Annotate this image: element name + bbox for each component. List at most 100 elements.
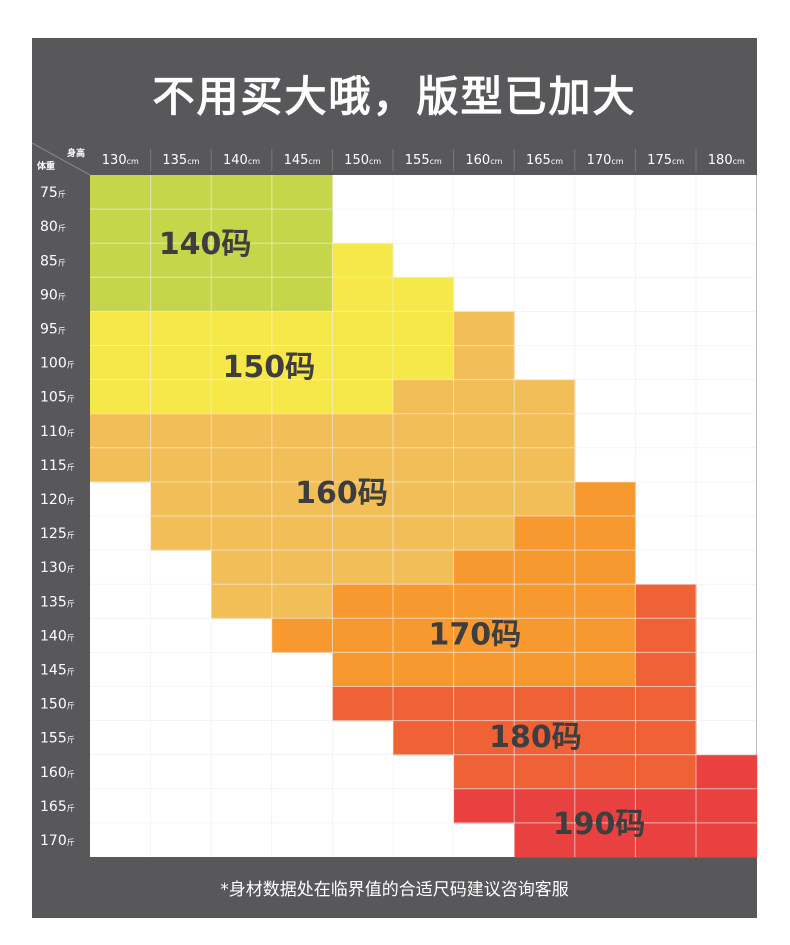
- size-cell-190码: [453, 788, 515, 824]
- size-cell-160码: [271, 447, 333, 483]
- size-cell-160码: [393, 516, 455, 551]
- corner-divider: [32, 143, 90, 175]
- size-cell-160码: [332, 413, 394, 449]
- y-tick-label: 75斤: [40, 185, 66, 201]
- y-tick-unit: 斤: [67, 598, 75, 608]
- size-cell-140码: [211, 243, 273, 278]
- size-cell-150码: [332, 345, 394, 381]
- size-cell-150码: [332, 379, 394, 415]
- size-cell-160码: [453, 447, 515, 483]
- size-cell-170码: [514, 618, 576, 653]
- size-cell-160码: [211, 516, 273, 551]
- size-cell-170码: [271, 618, 333, 653]
- x-tick-unit: cm: [308, 157, 320, 166]
- size-cell-160码: [90, 447, 152, 483]
- size-cell-150码: [393, 277, 455, 312]
- size-cell-170码: [574, 481, 636, 517]
- size-cell-140码: [90, 243, 152, 278]
- size-cell-190码: [635, 822, 697, 858]
- size-cell-140码: [90, 175, 152, 210]
- size-cell-170码: [332, 652, 394, 688]
- size-cell-180码: [514, 754, 576, 790]
- x-tick-unit: cm: [127, 157, 139, 166]
- x-tick-unit: cm: [430, 157, 442, 166]
- size-zone-label: 190码: [553, 807, 646, 842]
- size-cell-160码: [332, 550, 394, 585]
- y-tick-unit: 斤: [58, 291, 66, 301]
- size-cell-180码: [332, 686, 394, 722]
- size-cell-150码: [211, 345, 273, 381]
- x-tick-label: 145cm: [284, 153, 321, 168]
- size-cell-170码: [574, 584, 636, 619]
- x-tick-unit: cm: [733, 157, 745, 166]
- size-zone-label: 170码: [428, 618, 521, 653]
- y-tick-unit: 斤: [67, 632, 75, 642]
- size-cell-140码: [271, 243, 333, 278]
- size-cell-160码: [514, 447, 576, 483]
- size-cell-140码: [90, 277, 152, 312]
- size-cell-190码: [574, 822, 636, 858]
- y-tick-label: 160斤: [40, 765, 75, 781]
- size-cell-170码: [332, 584, 394, 619]
- size-cell-150码: [90, 345, 152, 381]
- size-cell-160码: [514, 481, 576, 517]
- y-tick-label: 90斤: [40, 287, 66, 303]
- size-cell-160码: [150, 413, 212, 449]
- size-cell-180码: [514, 686, 576, 722]
- x-tick-unit: cm: [551, 157, 563, 166]
- size-cell-170码: [574, 618, 636, 653]
- size-cell-170码: [574, 652, 636, 688]
- size-cell-160码: [453, 481, 515, 517]
- size-cell-160码: [271, 413, 333, 449]
- size-cell-160码: [453, 379, 515, 415]
- y-tick-unit: 斤: [67, 803, 75, 813]
- x-tick-label: 130cm: [102, 153, 139, 168]
- size-cell-160码: [271, 516, 333, 551]
- size-cell-180码: [393, 686, 455, 722]
- y-tick-unit: 斤: [67, 496, 75, 506]
- size-cell-160码: [211, 447, 273, 483]
- y-tick-label: 95斤: [40, 321, 66, 337]
- size-zone-label: 150码: [222, 350, 315, 385]
- y-tick-unit: 斤: [67, 701, 75, 711]
- size-cell-160码: [393, 550, 455, 585]
- footer-note: *身材数据处在临界值的合适尺码建议咨询客服: [220, 880, 569, 900]
- y-tick-unit: 斤: [67, 666, 75, 676]
- size-cell-140码: [211, 175, 273, 210]
- size-cell-140码: [150, 175, 212, 210]
- size-cell-170码: [574, 550, 636, 585]
- x-tick-label: 165cm: [526, 153, 563, 168]
- size-cell-160码: [211, 550, 273, 585]
- y-tick-label: 130斤: [40, 560, 75, 576]
- size-cell-190码: [696, 822, 758, 858]
- size-cell-180码: [453, 686, 515, 722]
- size-cell-160码: [332, 516, 394, 551]
- size-cell-160码: [271, 481, 333, 517]
- size-cell-160码: [211, 413, 273, 449]
- size-cell-140码: [211, 277, 273, 312]
- y-tick-unit: 斤: [67, 735, 75, 745]
- size-cell-170码: [514, 516, 576, 551]
- x-tick-label: 160cm: [465, 153, 502, 168]
- size-cell-160码: [453, 516, 515, 551]
- size-cell-170码: [453, 652, 515, 688]
- size-cell-150码: [332, 243, 394, 278]
- x-tick-label: 140cm: [223, 153, 260, 168]
- x-tick-label: 150cm: [344, 153, 381, 168]
- x-tick-unit: cm: [672, 157, 684, 166]
- size-cell-180码: [574, 720, 636, 756]
- size-cell-170码: [453, 584, 515, 619]
- size-cell-190码: [514, 788, 576, 824]
- size-cell-150码: [271, 379, 333, 415]
- height-axis-label: 身高: [66, 149, 85, 159]
- y-tick-label: 125斤: [40, 526, 75, 542]
- y-tick-unit: 斤: [67, 530, 75, 540]
- y-tick-unit: 斤: [67, 564, 75, 574]
- size-cell-150码: [150, 345, 212, 381]
- size-cell-180码: [635, 686, 697, 722]
- size-cell-150码: [271, 345, 333, 381]
- y-tick-label: 150斤: [40, 697, 75, 713]
- size-cell-190码: [696, 788, 758, 824]
- size-cell-160码: [453, 311, 515, 347]
- size-cell-150码: [90, 311, 152, 347]
